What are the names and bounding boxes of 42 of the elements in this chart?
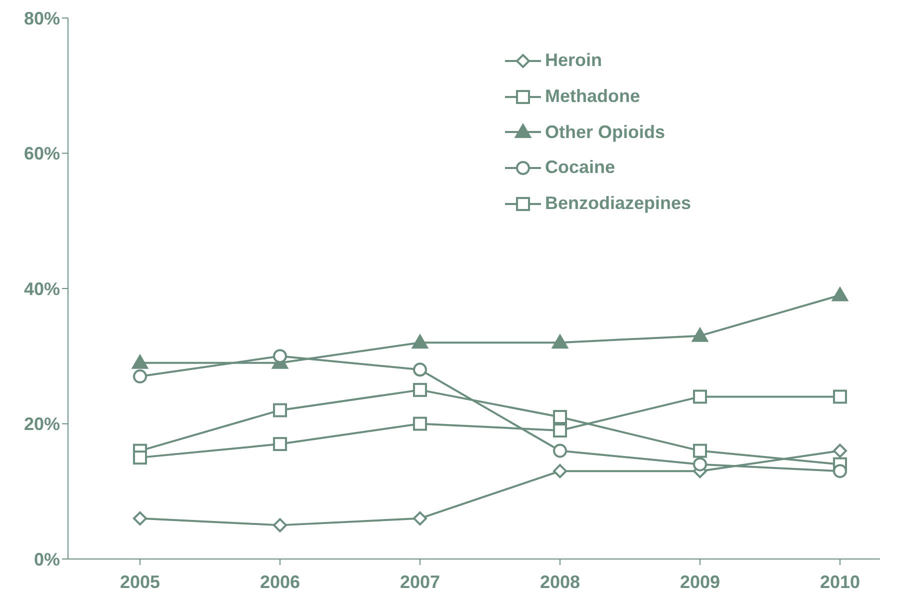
legend-label: Other Opioids [545, 122, 666, 143]
legend-label: Methadone [545, 86, 640, 108]
legend-label: Heroin [545, 50, 602, 72]
point [833, 390, 847, 404]
y-tick-label: 80% [24, 8, 60, 28]
point [273, 437, 287, 452]
x-tick-label: 2005 [120, 572, 160, 592]
point [833, 444, 847, 458]
point [552, 334, 568, 349]
x-tick-label: 2009 [680, 572, 720, 592]
point [413, 416, 427, 431]
point [413, 362, 427, 377]
point [832, 287, 848, 302]
point [833, 464, 847, 478]
point [553, 424, 567, 438]
point [413, 511, 427, 526]
point [133, 450, 147, 465]
point [273, 403, 287, 418]
point [412, 334, 428, 349]
point [133, 511, 147, 526]
point [273, 518, 287, 532]
point [693, 444, 707, 458]
point [273, 349, 287, 364]
point [693, 390, 707, 404]
point [553, 410, 567, 424]
point [132, 354, 148, 369]
x-tick-label: 2006 [260, 572, 300, 592]
point [133, 369, 147, 384]
point [693, 457, 707, 472]
point [413, 382, 427, 397]
point [692, 328, 708, 342]
point [553, 464, 567, 478]
y-tick-label: 40% [24, 278, 60, 299]
y-tick-label: 60% [24, 144, 60, 164]
legend-label: Benzodiazepines [545, 193, 692, 214]
legend-label: Cocaine [545, 157, 616, 178]
y-tick-label: 20% [24, 414, 60, 434]
x-tick-label: 2010 [820, 572, 860, 592]
x-tick-label: 2008 [540, 572, 580, 592]
x-tick-label: 2007 [400, 572, 440, 592]
y-tick-label: 0% [34, 549, 60, 570]
point [553, 444, 567, 458]
